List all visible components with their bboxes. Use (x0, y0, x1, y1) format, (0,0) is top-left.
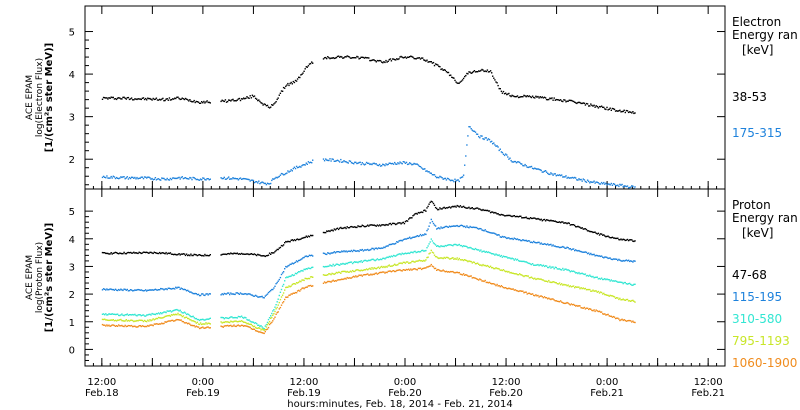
legend-unit-1: [keV] (742, 226, 773, 240)
legend-title-1-1: Energy ran (732, 211, 798, 225)
series-795-1193 (101, 249, 636, 331)
y-tick-label-1-5: 5 (69, 207, 75, 218)
series-310-580 (101, 238, 636, 330)
y-tick-label-0-0: 2 (69, 155, 75, 166)
y-tick-label-1-2: 2 (69, 290, 75, 301)
x-tick-time-8: 12:00 (492, 377, 521, 388)
x-tick-time-4: 12:00 (290, 377, 319, 388)
x-axis-title: hours:minutes, Feb. 18, 2014 - Feb. 21, … (287, 399, 512, 410)
y-tick-label-0-2: 4 (69, 70, 75, 81)
legend-title-0-1: Energy ran (732, 28, 798, 42)
y-axis-label-1-2: [1/(cm²s ster MeV)] (44, 223, 55, 332)
x-tick-date-0: Feb.18 (85, 388, 119, 399)
x-tick-date-8: Feb.20 (489, 388, 523, 399)
y-tick-label-1-4: 4 (69, 235, 75, 246)
legend-entry-0-0: 38-53 (732, 90, 767, 104)
series-47-68 (101, 200, 636, 258)
x-tick-date-12: Feb.21 (691, 388, 725, 399)
y-axis-label-0-1: log(Electron Flux) (35, 58, 45, 137)
x-tick-time-2: 0:00 (192, 377, 214, 388)
plot-frame-1 (84, 188, 726, 367)
series-38-53 (101, 55, 636, 115)
x-tick-time-12: 12:00 (694, 377, 723, 388)
x-tick-date-6: Feb.20 (388, 388, 422, 399)
y-tick-label-0-1: 3 (69, 113, 75, 124)
x-tick-time-0: 12:00 (87, 377, 116, 388)
series-175-315 (101, 126, 636, 190)
x-tick-time-6: 0:00 (394, 377, 416, 388)
x-tick-date-2: Feb.19 (186, 388, 220, 399)
y-axis-label-1-1: log(Proton Flux) (35, 242, 45, 313)
y-tick-label-0-3: 5 (69, 28, 75, 39)
x-tick-date-4: Feb.19 (287, 388, 321, 399)
y-tick-label-1-3: 3 (69, 262, 75, 273)
legend-entry-1-1: 115-195 (732, 290, 782, 304)
legend-entry-0-1: 175-315 (732, 126, 782, 140)
x-tick-time-10: 0:00 (596, 377, 618, 388)
y-tick-label-1-0: 0 (69, 345, 75, 356)
legend-title-0-0: Electron (732, 15, 781, 29)
legend-unit-0: [keV] (742, 43, 773, 57)
legend-title-1-0: Proton (732, 198, 771, 212)
legend-entry-1-2: 310-580 (732, 312, 782, 326)
y-axis-label-1-0: ACE EPAM (25, 255, 35, 300)
series-115-195 (101, 218, 636, 299)
y-tick-label-1-1: 1 (69, 318, 75, 329)
y-axis-label-0-0: ACE EPAM (25, 75, 35, 120)
x-tick-date-10: Feb.21 (590, 388, 624, 399)
y-axis-label-0-2: [1/(cm²s ster MeV)] (44, 43, 55, 152)
legend-entry-1-4: 1060-1900 (732, 356, 797, 370)
series-1060-1900 (101, 263, 636, 335)
legend-entry-1-3: 795-1193 (732, 334, 790, 348)
legend-entry-1-0: 47-68 (732, 268, 767, 282)
